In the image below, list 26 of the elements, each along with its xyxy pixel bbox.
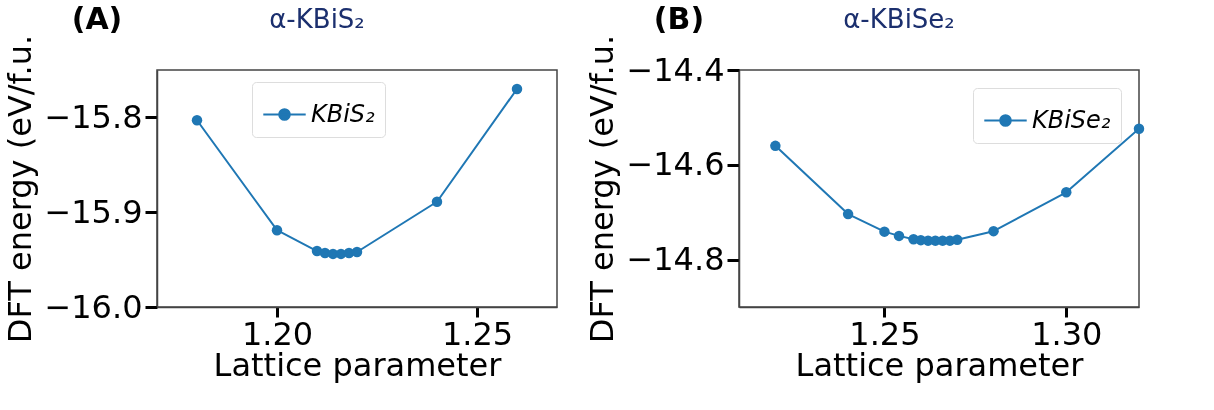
y-tick-label: −15.8 xyxy=(44,97,143,136)
text: (B) xyxy=(653,1,705,36)
point xyxy=(431,196,443,208)
point xyxy=(351,246,363,258)
y-tick-label: −15.9 xyxy=(44,192,143,231)
y-tick-label: −14.6 xyxy=(626,145,725,184)
legend-label: KBiSe₂ xyxy=(1032,105,1111,134)
legend-label: KBiS₂ xyxy=(311,99,376,128)
y-tick-label: −16.0 xyxy=(44,287,143,326)
y-tick-label: −14.8 xyxy=(626,240,725,279)
y-axis-title: DFT energy (eV/f.u. xyxy=(583,34,622,344)
point xyxy=(879,226,890,237)
point xyxy=(511,83,523,95)
point xyxy=(893,230,905,242)
point xyxy=(191,115,203,126)
text: (A) xyxy=(71,1,123,36)
point xyxy=(1061,187,1072,198)
y-axis-title: DFT energy (eV/f.u. xyxy=(1,34,40,344)
point xyxy=(770,140,781,152)
point xyxy=(271,224,283,236)
chart-title: α-KBiS₂ xyxy=(269,4,365,34)
point xyxy=(1133,123,1145,135)
point xyxy=(988,225,999,237)
y-tick-label: −14.4 xyxy=(626,50,725,89)
point xyxy=(842,208,854,220)
chart-title: α-KBiSe₂ xyxy=(843,4,955,34)
